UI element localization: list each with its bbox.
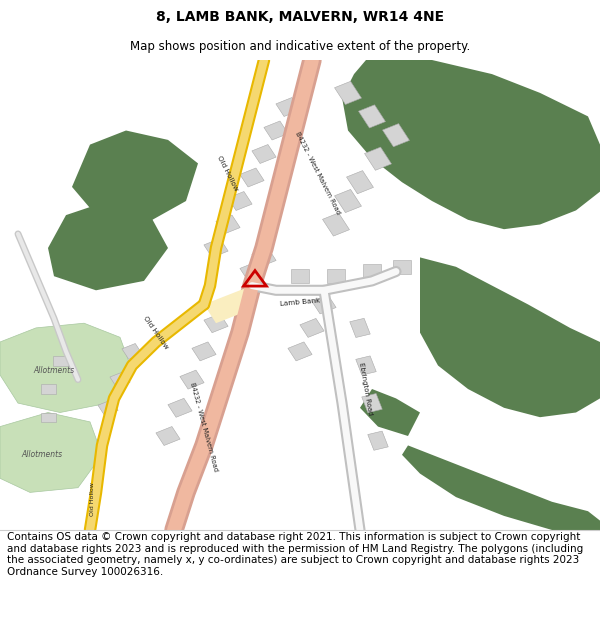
Bar <box>264 121 288 140</box>
Text: Allotments: Allotments <box>22 450 62 459</box>
Bar <box>288 342 312 361</box>
Bar <box>291 269 309 283</box>
Bar <box>252 144 276 164</box>
Bar <box>335 189 361 213</box>
Bar <box>393 260 411 274</box>
Bar <box>383 124 409 147</box>
Bar <box>41 384 56 394</box>
Text: B4232 - West Malvern Road: B4232 - West Malvern Road <box>295 131 341 215</box>
Text: Map shows position and indicative extent of the property.: Map shows position and indicative extent… <box>130 40 470 53</box>
Polygon shape <box>48 201 168 290</box>
Polygon shape <box>402 446 600 530</box>
Bar <box>252 248 276 267</box>
Bar <box>362 394 382 412</box>
Polygon shape <box>72 131 198 224</box>
Bar <box>350 318 370 338</box>
Bar <box>168 398 192 418</box>
Polygon shape <box>204 286 252 323</box>
Bar <box>98 400 118 416</box>
Bar <box>240 262 264 281</box>
Polygon shape <box>420 258 600 418</box>
Bar <box>204 239 228 258</box>
Text: Lamb Bank: Lamb Bank <box>280 298 320 307</box>
Bar <box>41 412 56 422</box>
Bar <box>335 81 361 104</box>
Bar <box>365 147 391 170</box>
Bar <box>312 295 336 314</box>
Bar <box>180 370 204 389</box>
Polygon shape <box>342 60 600 229</box>
Bar <box>276 98 300 116</box>
Text: Contains OS data © Crown copyright and database right 2021. This information is : Contains OS data © Crown copyright and d… <box>7 532 583 577</box>
Bar <box>53 356 67 366</box>
Bar <box>347 171 373 194</box>
Bar <box>323 213 349 236</box>
Bar <box>228 191 252 211</box>
Bar <box>216 215 240 234</box>
Polygon shape <box>0 412 102 492</box>
Bar <box>356 356 376 375</box>
Bar <box>156 426 180 446</box>
Bar <box>204 314 228 332</box>
Text: Old Hollow: Old Hollow <box>142 315 170 350</box>
Text: Ebrington Road: Ebrington Road <box>358 362 374 416</box>
Bar <box>192 342 216 361</box>
Bar <box>300 318 324 338</box>
Bar <box>368 431 388 450</box>
Bar <box>122 344 142 359</box>
Text: Allotments: Allotments <box>34 366 74 375</box>
Polygon shape <box>0 323 132 412</box>
Text: B4232 - West Malvern Road: B4232 - West Malvern Road <box>189 381 219 472</box>
Bar <box>327 269 345 283</box>
Bar <box>363 264 381 279</box>
Polygon shape <box>360 389 420 436</box>
Text: Old Hollow: Old Hollow <box>91 482 95 516</box>
Bar <box>110 372 130 388</box>
Text: Old Hollow: Old Hollow <box>217 154 239 191</box>
Text: 8, LAMB BANK, MALVERN, WR14 4NE: 8, LAMB BANK, MALVERN, WR14 4NE <box>156 10 444 24</box>
Bar <box>240 168 264 187</box>
Bar <box>359 105 385 128</box>
